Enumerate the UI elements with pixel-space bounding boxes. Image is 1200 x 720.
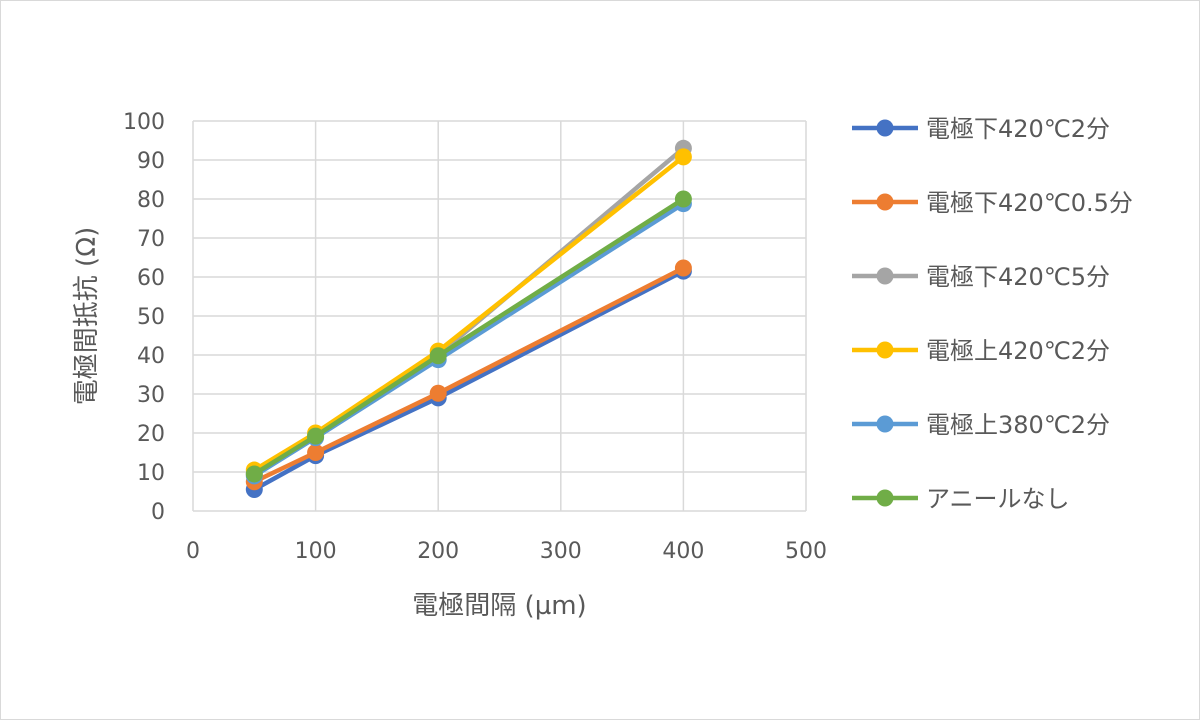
legend-label: 電極下420℃2分	[926, 115, 1110, 143]
legend-marker	[876, 267, 894, 285]
data-point	[674, 190, 692, 208]
y-tick-label: 0	[151, 500, 165, 525]
legend-item: 電極上380℃2分	[852, 411, 1110, 439]
series-line	[253, 155, 685, 472]
x-axis-title: 電極間隔 (µm)	[412, 591, 586, 621]
data-point	[674, 148, 692, 166]
legend-item: 電極下420℃5分	[852, 263, 1110, 291]
series-line	[253, 197, 685, 476]
grid-lines	[192, 120, 807, 512]
y-tick-label: 70	[137, 227, 165, 252]
y-tick-labels: 0 10 20 30 40 50 60 70 80 90 100	[123, 110, 165, 525]
legend-label: アニールなし	[926, 485, 1070, 513]
y-tick-label: 80	[137, 188, 165, 213]
x-tick-label: 400	[662, 539, 704, 564]
y-tick-label: 20	[137, 422, 165, 447]
y-axis-title: 電極間抵抗 (Ω)	[72, 227, 102, 405]
legend-marker	[876, 341, 894, 359]
x-tick-label: 300	[540, 539, 582, 564]
legend-marker	[876, 489, 894, 507]
data-point	[245, 465, 263, 483]
data-point	[307, 427, 325, 445]
series-line	[253, 266, 685, 484]
x-tick-label: 100	[295, 539, 337, 564]
data-point	[429, 347, 447, 365]
legend-marker	[876, 119, 894, 137]
legend-marker	[876, 193, 894, 211]
legend-item: 電極上420℃2分	[852, 337, 1110, 365]
y-tick-label: 40	[137, 344, 165, 369]
y-tick-label: 100	[123, 110, 165, 135]
series-line	[253, 269, 685, 492]
series-6	[245, 190, 692, 483]
x-tick-labels: 0 100 200 300 400 500	[186, 539, 827, 564]
y-tick-label: 60	[137, 266, 165, 291]
x-tick-label: 0	[186, 539, 200, 564]
legend: 電極下420℃2分電極下420℃0.5分電極下420℃5分電極上420℃2分電極…	[852, 115, 1133, 513]
x-tick-label: 200	[417, 539, 459, 564]
legend-item: アニールなし	[852, 485, 1070, 513]
legend-item: 電極下420℃2分	[852, 115, 1110, 143]
legend-label: 電極下420℃0.5分	[926, 189, 1133, 217]
data-point	[674, 259, 692, 277]
legend-label: 電極上380℃2分	[926, 411, 1110, 439]
legend-item: 電極下420℃0.5分	[852, 189, 1133, 217]
legend-label: 電極上420℃2分	[926, 337, 1110, 365]
x-tick-label: 500	[785, 539, 827, 564]
legend-label: 電極下420℃5分	[926, 263, 1110, 291]
y-tick-label: 30	[137, 383, 165, 408]
y-tick-label: 90	[137, 149, 165, 174]
y-tick-label: 50	[137, 305, 165, 330]
data-point	[307, 444, 325, 461]
legend-marker	[876, 415, 894, 433]
y-tick-label: 10	[137, 461, 165, 486]
series-2	[245, 259, 692, 491]
series-group	[245, 139, 692, 499]
data-point	[429, 384, 447, 402]
